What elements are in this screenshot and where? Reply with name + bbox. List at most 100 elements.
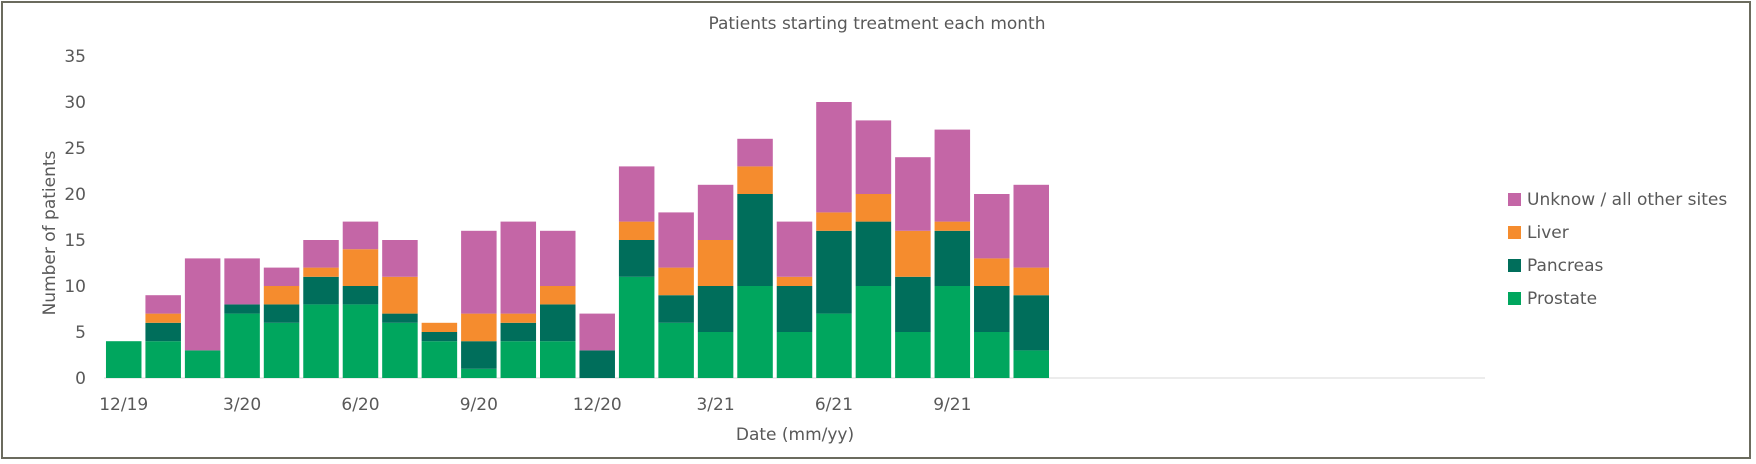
bar-segment-liver [500, 313, 537, 323]
x-tick-label: 6/20 [341, 395, 379, 415]
bar-segment-unknow [263, 267, 300, 286]
x-tick-label: 12/20 [573, 395, 622, 415]
bar-segment-prostate [105, 341, 142, 378]
legend-label: Prostate [1527, 289, 1597, 309]
y-tick-label: 35 [64, 47, 86, 67]
bar-segment-liver [303, 267, 339, 277]
bar-segment-liver [382, 276, 418, 314]
bar-segment-liver [855, 194, 892, 222]
bar-segment-prostate [974, 332, 1010, 378]
bar-segment-prostate [263, 322, 300, 378]
bar-segment-pancreas [658, 295, 694, 323]
bar-segment-prostate [500, 341, 537, 378]
bar-segment-unknow [224, 258, 260, 305]
legend-label: Unknow / all other sites [1527, 190, 1727, 210]
bar-segment-liver [263, 286, 300, 305]
chart-title: Patients starting treatment each month [708, 14, 1045, 34]
bar-segment-liver [421, 322, 458, 332]
bar-segment-liver [145, 313, 181, 323]
bar-segment-pancreas [855, 221, 892, 286]
bar-segment-pancreas [579, 350, 615, 378]
bar-segment-pancreas [145, 322, 181, 342]
bar-segment-pancreas [934, 230, 971, 286]
legend-item: Unknow / all other sites [1508, 190, 1727, 210]
x-tick-label: 9/20 [460, 395, 498, 415]
bar-segment-prostate [855, 286, 892, 378]
y-tick-label: 10 [64, 277, 86, 297]
bar-segment-pancreas [618, 240, 655, 277]
bar-segment-pancreas [224, 304, 260, 314]
x-tick-label: 3/20 [223, 395, 261, 415]
bar-segment-unknow [540, 230, 576, 286]
bar-segment-prostate [303, 304, 339, 378]
bar-segment-prostate [934, 286, 971, 378]
y-tick-label: 15 [64, 231, 86, 251]
bar-segment-prostate [145, 341, 181, 378]
x-tick-label: 12/19 [99, 395, 148, 415]
bar-segment-prostate [737, 286, 773, 378]
legend-swatch [1508, 193, 1521, 206]
bar-segment-pancreas [263, 304, 300, 323]
bar-segment-unknow [303, 240, 339, 268]
bar-segment-unknow [145, 295, 181, 314]
bar-segment-prostate [697, 332, 734, 378]
bar-segment-unknow [500, 221, 537, 314]
bar-segment-unknow [461, 230, 497, 314]
y-tick-label: 0 [75, 369, 86, 389]
bar-segment-pancreas [974, 286, 1010, 332]
bar-segment-prostate [658, 322, 694, 378]
bar-segment-liver [461, 313, 497, 342]
bar-segment-unknow [895, 157, 931, 231]
bars [105, 102, 1049, 378]
bar-segment-unknow [974, 194, 1010, 259]
bar-segment-prostate [184, 350, 221, 378]
bar-segment-prostate [1013, 350, 1049, 378]
bar-segment-unknow [934, 129, 971, 222]
x-tick-label: 9/21 [933, 395, 971, 415]
bar-segment-liver [658, 267, 694, 296]
bar-segment-prostate [461, 368, 497, 378]
x-tick-labels: 12/19 3/20 6/20 9/20 12/20 3/21 6/21 9/21 [99, 395, 971, 415]
bar-segment-prostate [776, 332, 813, 378]
bar-segment-liver [816, 212, 852, 231]
bar-segment-liver [342, 249, 379, 286]
bar-segment-pancreas [500, 322, 537, 342]
bar-segment-prostate [421, 341, 458, 378]
bar-segment-pancreas [421, 332, 458, 342]
bar-segment-pancreas [816, 230, 852, 314]
bar-segment-unknow [382, 240, 418, 277]
bar-segment-unknow [776, 221, 813, 277]
legend-item: Prostate [1508, 289, 1597, 309]
bar-segment-pancreas [461, 341, 497, 369]
bar-segment-unknow [816, 102, 852, 213]
x-tick-label: 6/21 [815, 395, 853, 415]
bar-segment-unknow [697, 184, 734, 240]
y-tick-label: 25 [64, 139, 86, 159]
bar-segment-prostate [540, 341, 576, 378]
legend-item: Liver [1508, 223, 1569, 243]
y-tick-label: 5 [75, 323, 86, 343]
bar-segment-liver [737, 166, 773, 194]
bar-segment-liver [540, 286, 576, 305]
bar-segment-liver [618, 221, 655, 240]
bar-segment-liver [895, 230, 931, 277]
bar-segment-pancreas [1013, 295, 1049, 351]
bar-segment-unknow [737, 138, 773, 167]
y-tick-label: 30 [64, 93, 86, 113]
y-tick-labels: 0 5 10 15 20 25 30 35 [64, 47, 86, 389]
bar-segment-pancreas [776, 286, 813, 332]
bar-segment-prostate [382, 322, 418, 378]
legend-swatch [1508, 259, 1521, 272]
bar-segment-liver [1013, 267, 1049, 296]
bar-segment-pancreas [342, 286, 379, 305]
bar-segment-unknow [618, 166, 655, 222]
bar-segment-liver [974, 258, 1010, 286]
y-axis-title: Number of patients [40, 150, 60, 315]
bar-segment-prostate [342, 304, 379, 378]
bar-segment-unknow [855, 120, 892, 194]
legend-label: Pancreas [1527, 256, 1604, 276]
legend-swatch [1508, 292, 1521, 305]
bar-segment-pancreas [540, 304, 576, 342]
bar-segment-pancreas [303, 276, 339, 305]
